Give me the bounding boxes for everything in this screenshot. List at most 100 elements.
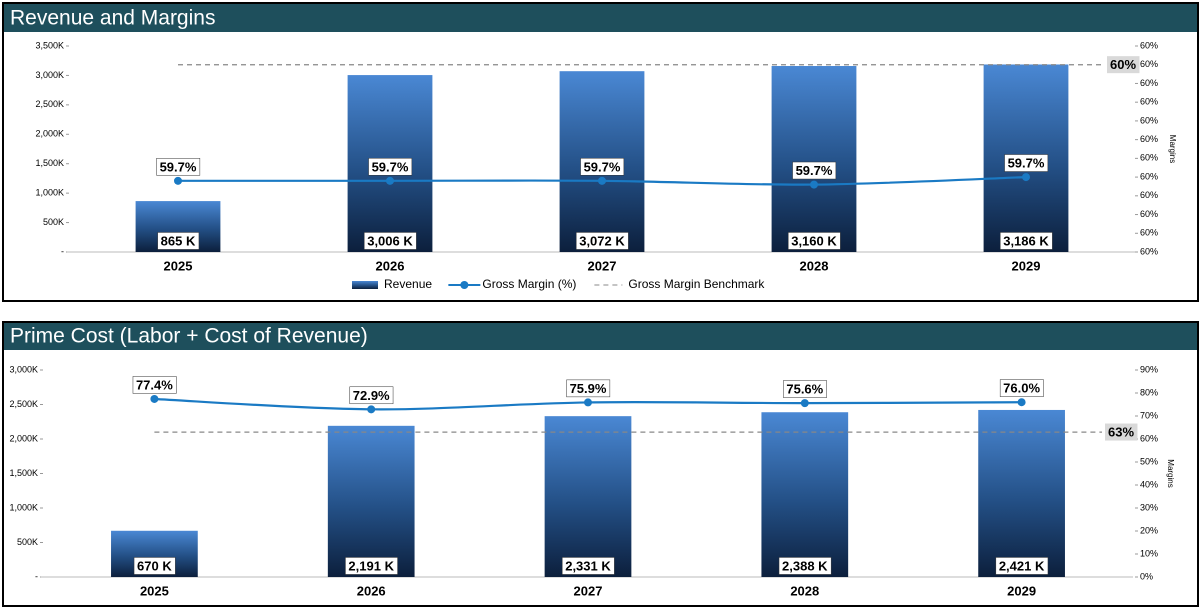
line-value-label: 59.7% (796, 163, 833, 178)
line-marker (150, 394, 159, 403)
bar (544, 416, 632, 577)
y2-tick-label: 50% (1140, 456, 1158, 466)
line-value-label-box (1004, 154, 1049, 172)
bar-value-label: 2,191 K (348, 558, 394, 573)
title-bar (4, 323, 1197, 350)
y-tick-label: 3,000K (35, 70, 64, 80)
x-tick-label: 2026 (357, 583, 386, 598)
bar-value-label: 670 K (137, 558, 172, 573)
line-marker (1022, 173, 1030, 182)
legend-label: Gross Margin Benchmark (628, 277, 765, 291)
y2-tick-label: 60% (1140, 246, 1158, 256)
bar-value-label-box (345, 557, 398, 575)
line-value-label-box (566, 379, 611, 398)
bar-value-label: 3,160 K (791, 233, 837, 248)
y-tick-label: 3,000K (9, 364, 38, 374)
benchmark-label: 60% (1110, 57, 1136, 72)
bar-value-label-box (999, 232, 1053, 250)
bar-value-label-box (787, 232, 841, 250)
line-value-label-box (580, 158, 625, 176)
line-value-label: 76.0% (1003, 381, 1040, 396)
y2-tick-label: 60% (1140, 209, 1158, 219)
y-tick-label: 1,500K (35, 158, 64, 168)
benchmark-label: 63% (1108, 425, 1134, 440)
legend-label: Revenue (384, 277, 432, 291)
bar-value-label: 2,331 K (565, 558, 611, 573)
y2-tick-label: 60% (1140, 78, 1158, 88)
line-marker (584, 398, 592, 407)
bar-value-label: 865 K (161, 233, 196, 248)
chart-title: Revenue and Margins (10, 7, 215, 30)
line-marker (367, 405, 376, 414)
x-tick-label: 2028 (790, 583, 819, 598)
line-value-label-box (783, 380, 827, 398)
y2-tick-label: 0% (1140, 571, 1153, 581)
y-tick-label: 2,000K (9, 433, 38, 443)
line-value-label: 59.7% (1008, 156, 1045, 171)
legend-swatch (460, 281, 469, 289)
line-value-label: 75.9% (570, 381, 607, 396)
bar-value-label: 3,186 K (1003, 233, 1049, 248)
line-marker (386, 176, 394, 185)
y2-axis-title: Margins (1166, 459, 1175, 487)
x-tick-label: 2025 (164, 258, 193, 273)
x-tick-label: 2027 (588, 258, 617, 273)
bar-value-label: 2,421 K (999, 558, 1045, 573)
y-tick-label: 2,500K (9, 399, 38, 409)
y-tick-label: 1,000K (35, 188, 64, 198)
y-tick-label: 3,500K (35, 40, 64, 50)
line-marker (598, 176, 606, 185)
bar-value-label-box (561, 557, 615, 575)
y2-tick-label: 70% (1140, 410, 1158, 420)
title-bar (4, 4, 1197, 32)
bar-value-label-box (995, 557, 1049, 575)
y2-tick-label: 60% (1140, 171, 1158, 181)
y2-tick-label: 60% (1140, 433, 1158, 443)
bar-value-label: 3,072 K (579, 233, 625, 248)
bar-value-label-box (575, 232, 629, 250)
y-tick-label: 2,000K (35, 129, 64, 139)
y2-tick-label: 60% (1140, 40, 1158, 50)
bar-value-label: 3,006 K (367, 233, 413, 248)
bar-value-label-box (363, 232, 417, 250)
y2-tick-label: 10% (1140, 548, 1158, 558)
y-tick-label: 1,000K (9, 502, 38, 512)
line-value-label-box (999, 379, 1044, 397)
y-tick-label: 2,500K (35, 99, 64, 109)
line-value-label: 72.9% (353, 388, 390, 403)
bar-value-label-box (133, 557, 176, 575)
y2-tick-label: 80% (1140, 387, 1158, 397)
bar (771, 66, 857, 252)
line-value-label: 59.7% (584, 159, 621, 174)
line-value-label-box (156, 158, 201, 176)
y2-tick-label: 60% (1140, 115, 1158, 125)
line-value-label: 77.4% (136, 377, 173, 392)
line-value-label-box (368, 158, 413, 176)
line-marker (800, 399, 809, 408)
legend-label: Gross Margin (%) (482, 277, 576, 291)
y-tick-label: - (61, 246, 64, 256)
y2-tick-label: 60% (1140, 153, 1158, 163)
y2-tick-label: 30% (1140, 502, 1158, 512)
y-tick-label: 500K (17, 537, 38, 547)
bar-value-label-box (157, 232, 200, 250)
y-tick-label: 500K (43, 217, 64, 227)
x-tick-label: 2026 (376, 258, 405, 273)
y2-axis-title: Margins (1168, 135, 1177, 163)
legend-swatch (352, 281, 378, 289)
line-value-label: 59.7% (160, 159, 197, 174)
y2-tick-label: 90% (1140, 364, 1158, 374)
panel-border (2, 321, 1199, 607)
y2-tick-label: 60% (1140, 228, 1158, 238)
chart-title: Prime Cost (Labor + Cost of Revenue) (10, 325, 368, 348)
x-tick-label: 2027 (574, 583, 603, 598)
line-value-label-box (132, 376, 177, 394)
line-value-label-box (792, 161, 837, 180)
bar (761, 412, 849, 577)
benchmark-label-box (1105, 423, 1138, 441)
y-tick-label: - (35, 571, 38, 581)
y2-tick-label: 60% (1140, 59, 1158, 69)
bar-value-label-box (778, 557, 832, 575)
benchmark-label-box (1107, 56, 1140, 74)
